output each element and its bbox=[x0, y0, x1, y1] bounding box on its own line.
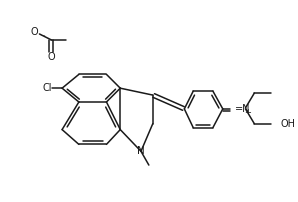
Text: N: N bbox=[137, 146, 145, 156]
Text: Cl: Cl bbox=[43, 83, 52, 93]
Text: O: O bbox=[47, 52, 55, 62]
Text: =N: =N bbox=[235, 104, 250, 114]
Text: O: O bbox=[31, 27, 38, 37]
Text: ⁻: ⁻ bbox=[40, 33, 45, 42]
Text: +: + bbox=[244, 108, 251, 117]
Text: OH: OH bbox=[281, 119, 296, 129]
